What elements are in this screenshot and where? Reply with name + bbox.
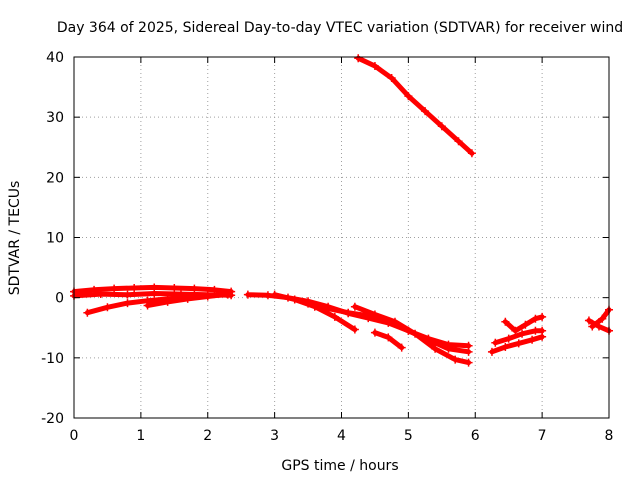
data-point — [491, 338, 500, 347]
y-tick-label: -10 — [41, 351, 64, 367]
data-point — [83, 308, 92, 317]
data-point — [370, 328, 379, 337]
data-series — [70, 54, 613, 367]
data-point — [514, 339, 523, 348]
data-point — [163, 297, 172, 306]
data-point — [464, 358, 473, 367]
x-tick-label: 5 — [404, 428, 413, 444]
data-point — [123, 290, 132, 299]
x-tick-label: 0 — [70, 428, 79, 444]
data-point — [354, 54, 363, 63]
data-point — [404, 92, 413, 101]
y-tick-label: 30 — [46, 110, 64, 126]
data-point — [464, 347, 473, 356]
data-point — [538, 312, 547, 321]
data-point — [501, 343, 510, 352]
data-point — [324, 304, 333, 313]
data-point — [454, 137, 463, 146]
data-point — [531, 314, 540, 323]
y-tick-label: -20 — [41, 411, 64, 427]
data-point — [538, 326, 547, 335]
data-point — [598, 314, 607, 323]
y-tick-label: 20 — [46, 170, 64, 186]
data-point — [467, 149, 476, 158]
data-point — [330, 312, 339, 321]
data-point — [431, 344, 440, 353]
data-point — [243, 290, 252, 299]
data-point — [370, 62, 379, 71]
data-point — [130, 284, 139, 293]
data-point — [504, 334, 513, 343]
data-point — [183, 294, 192, 303]
data-point — [96, 290, 105, 299]
data-point — [487, 347, 496, 356]
x-tick-label: 6 — [471, 428, 480, 444]
data-point — [150, 289, 159, 298]
chart-title: Day 364 of 2025, Sidereal Day-to-day VTE… — [57, 20, 623, 36]
data-point — [437, 122, 446, 131]
data-point — [203, 292, 212, 301]
data-point — [588, 322, 597, 331]
data-point — [350, 302, 359, 311]
data-point — [370, 310, 379, 319]
data-point — [263, 291, 272, 300]
y-tick-label: 10 — [46, 231, 64, 247]
data-point — [344, 308, 353, 317]
data-point — [518, 329, 527, 338]
data-point — [391, 317, 399, 326]
data-point — [584, 316, 593, 325]
series-track-7 — [305, 301, 472, 355]
data-point — [528, 335, 537, 344]
data-point — [123, 299, 132, 308]
data-point — [501, 317, 510, 326]
x-axis-label: GPS time / hours — [281, 458, 398, 474]
data-point — [384, 333, 393, 342]
data-point — [451, 355, 460, 364]
y-tick-label: 40 — [46, 50, 64, 66]
data-point — [421, 107, 430, 116]
x-tick-label: 1 — [136, 428, 145, 444]
data-point — [350, 325, 359, 334]
x-tick-label: 8 — [605, 428, 614, 444]
y-axis-label: SDTVAR / TECUs — [7, 181, 23, 296]
y-tick-label: 0 — [55, 291, 64, 307]
data-point — [387, 74, 396, 83]
data-point — [110, 284, 119, 293]
series-track-5 — [245, 292, 472, 349]
data-point — [511, 326, 520, 335]
data-point — [270, 290, 279, 299]
data-point — [223, 290, 232, 299]
data-point — [170, 284, 179, 293]
x-tick-label: 2 — [203, 428, 212, 444]
x-tick-label: 3 — [270, 428, 279, 444]
x-tick-label: 4 — [337, 428, 346, 444]
axis-ticks: 0 1 2 3 4 5 6 7 8 -20 -10 0 10 20 30 40 — [41, 50, 613, 444]
data-point — [103, 303, 112, 312]
x-tick-label: 7 — [538, 428, 547, 444]
data-point — [444, 344, 453, 353]
data-point — [190, 284, 199, 293]
data-point — [521, 320, 530, 329]
data-point — [397, 343, 406, 352]
data-point — [304, 299, 313, 308]
data-point — [290, 295, 299, 304]
data-point — [143, 301, 152, 310]
grid — [74, 57, 609, 418]
data-point — [411, 329, 420, 338]
data-point — [531, 326, 540, 335]
series-track-10 — [355, 55, 475, 156]
